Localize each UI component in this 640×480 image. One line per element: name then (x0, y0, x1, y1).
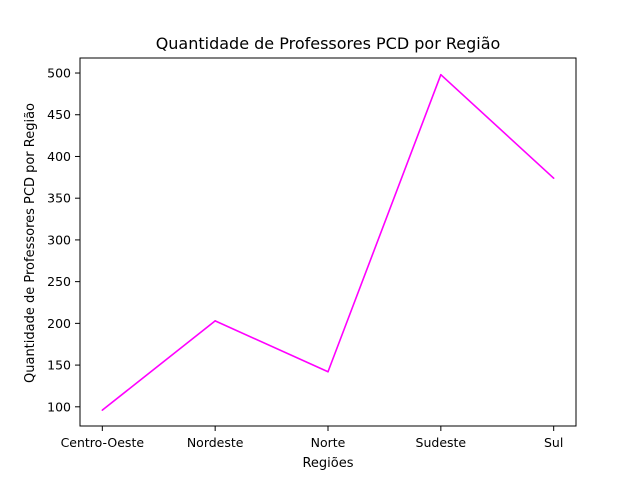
x-tick-label: Centro-Oeste (61, 435, 145, 450)
x-tick-label: Sudeste (416, 435, 467, 450)
x-tick-label: Sul (544, 435, 563, 450)
x-tick-label: Nordeste (187, 435, 244, 450)
data-point (552, 177, 555, 179)
data-point (327, 370, 329, 373)
y-tick-label: 400 (47, 149, 71, 164)
y-axis-ticks: 100 150 200 250 300 350 400 450 500 (47, 66, 80, 414)
y-tick-label: 500 (47, 66, 71, 81)
y-tick-label: 300 (47, 232, 71, 247)
plot-frame (79, 57, 577, 427)
x-tick-label: Norte (311, 435, 346, 450)
data-point (440, 73, 442, 76)
y-tick-label: 150 (47, 358, 71, 373)
y-tick-label: 250 (47, 274, 71, 289)
data-point (214, 320, 216, 322)
y-tick-label: 450 (47, 107, 71, 122)
series-layer (101, 73, 555, 411)
y-tick-label: 100 (47, 399, 71, 414)
y-tick-label: 200 (47, 316, 71, 331)
data-point (101, 409, 104, 411)
y-axis-label: Quantidade de Professores PCD por Região (23, 103, 38, 383)
x-axis-ticks: Centro-Oeste Nordeste Norte Sudeste Sul (61, 426, 563, 450)
y-tick-label: 350 (47, 191, 71, 206)
x-axis-label: Regiões (302, 456, 353, 471)
chart-title: Quantidade de Professores PCD por Região (156, 34, 501, 53)
